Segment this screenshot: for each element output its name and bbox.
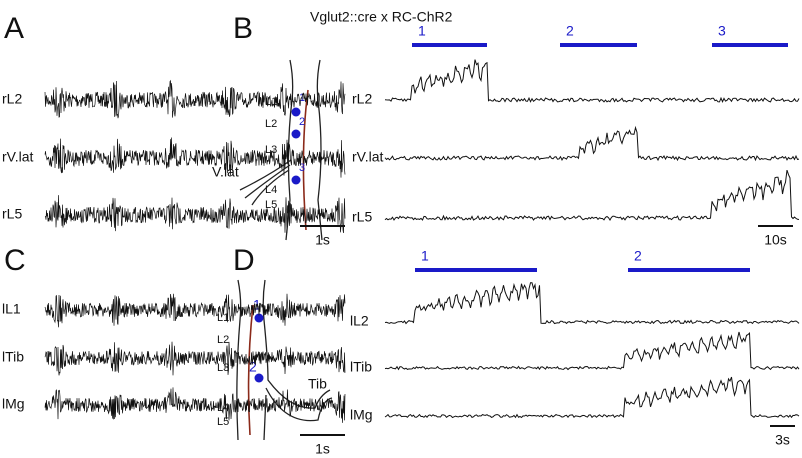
scale-label: 1s bbox=[315, 232, 330, 248]
trace bbox=[384, 331, 800, 371]
trace-label: rL5 bbox=[2, 206, 22, 222]
trace-label: rL2 bbox=[2, 91, 22, 107]
trace-label: rV.lat bbox=[2, 149, 34, 165]
nerve-label: Tib bbox=[308, 376, 327, 392]
site-label: 3 bbox=[299, 162, 305, 174]
segment-label: L3 bbox=[217, 362, 229, 374]
trace bbox=[384, 169, 800, 221]
stim-label: 3 bbox=[718, 23, 726, 39]
segment-label: L1 bbox=[217, 312, 229, 324]
trace-label: rL2 bbox=[352, 91, 372, 107]
scale-label: 3s bbox=[775, 432, 790, 448]
trace bbox=[44, 387, 346, 423]
site-label: 2 bbox=[249, 359, 257, 375]
figure-title: Vglut2::cre x RC-ChR2 bbox=[310, 9, 453, 25]
trace bbox=[44, 341, 346, 376]
stim-label: 2 bbox=[634, 248, 642, 264]
trace-label: rL5 bbox=[352, 209, 372, 225]
trace bbox=[44, 79, 346, 119]
segment-label: L5 bbox=[217, 416, 229, 428]
stim-site bbox=[254, 373, 264, 383]
panel-label: D bbox=[233, 244, 255, 277]
trace-label: lMg bbox=[2, 396, 25, 412]
trace-label: lL2 bbox=[350, 313, 369, 329]
stim-label: 2 bbox=[566, 23, 574, 39]
trace-label: lTib bbox=[350, 359, 372, 375]
spinal-cord bbox=[239, 59, 323, 241]
trace bbox=[44, 293, 346, 328]
trace bbox=[384, 282, 800, 325]
panel-label: B bbox=[233, 12, 253, 45]
segment-label: L5 bbox=[265, 199, 277, 211]
scale-label: 10s bbox=[764, 232, 787, 248]
trace bbox=[44, 137, 346, 178]
trace bbox=[384, 59, 800, 103]
trace bbox=[384, 376, 800, 419]
panel-label: A bbox=[4, 12, 24, 45]
stim-sites bbox=[291, 107, 301, 185]
trace-label: lMg bbox=[350, 407, 373, 423]
stim-label: 1 bbox=[418, 23, 426, 39]
scale-label: 1s bbox=[315, 441, 330, 457]
site-label: 2 bbox=[299, 116, 305, 128]
stim-label: 1 bbox=[421, 248, 429, 264]
trace-label: rV.lat bbox=[352, 149, 384, 165]
site-label: 1 bbox=[253, 297, 261, 313]
trace bbox=[384, 125, 800, 162]
trace-label: lTib bbox=[2, 349, 24, 365]
panel-label: C bbox=[4, 244, 26, 277]
stim-site bbox=[254, 313, 264, 323]
trace bbox=[44, 195, 346, 234]
trace-label: lL1 bbox=[2, 301, 21, 317]
segment-label: L4 bbox=[265, 184, 277, 196]
segment-label: L2 bbox=[265, 118, 277, 130]
segment-label: L2 bbox=[217, 334, 229, 346]
